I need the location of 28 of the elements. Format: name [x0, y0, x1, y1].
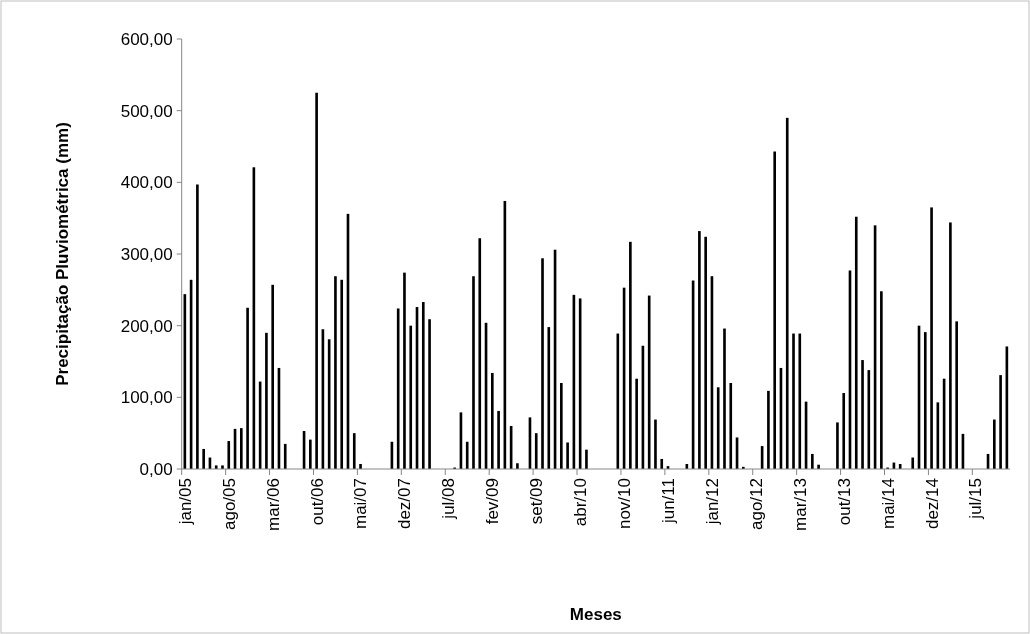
x-tick-label: abr/10 [571, 478, 591, 527]
x-tick-label: mai/14 [878, 478, 898, 530]
x-tick-label: out/06 [307, 478, 327, 526]
y-tick-label: 300,00 [120, 244, 173, 264]
y-axis-title: Precipitação Pluviométrica (mm) [53, 122, 72, 386]
y-tick-label: 600,00 [120, 29, 173, 49]
x-tick-label: jan/12 [702, 478, 722, 526]
x-tick-label: jan/05 [175, 478, 195, 526]
x-tick-label: mar/06 [263, 478, 283, 531]
y-tick-label: 500,00 [120, 101, 173, 121]
x-tick-label: mai/07 [351, 478, 371, 530]
y-tick-label: 0,00 [139, 459, 173, 479]
x-tick-label: out/13 [834, 478, 854, 526]
x-tick-label: set/09 [527, 478, 547, 525]
x-tick-label: ago/05 [219, 478, 239, 530]
x-tick-label: jul/15 [966, 478, 986, 520]
x-tick-label: nov/10 [615, 478, 635, 530]
x-axis-title: Meses [569, 605, 622, 624]
y-tick-label: 200,00 [120, 316, 173, 336]
x-tick-label: ago/12 [746, 478, 766, 530]
x-tick-label: mar/13 [790, 478, 810, 531]
y-tick-label: 400,00 [120, 173, 173, 193]
x-tick-label: jun/11 [658, 478, 678, 525]
x-tick-label: jul/08 [439, 478, 459, 520]
y-tick-label: 100,00 [120, 388, 173, 408]
x-tick-label: dez/07 [395, 478, 415, 530]
x-tick-label: dez/14 [922, 478, 942, 530]
x-tick-label: fev/09 [483, 478, 503, 525]
